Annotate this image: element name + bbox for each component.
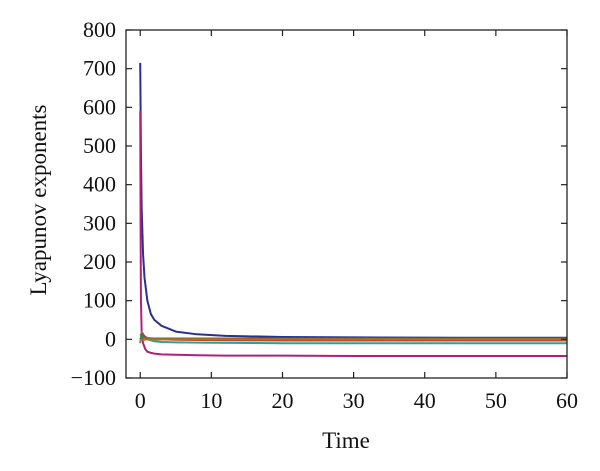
- x-tick-label-0: 0: [135, 388, 146, 413]
- x-tick-label-6: 60: [556, 388, 578, 413]
- y-tick-label-2: 100: [83, 288, 116, 313]
- y-tick-label-7: 600: [83, 94, 116, 119]
- y-tick-label-1: 0: [105, 326, 116, 351]
- y-tick-label-3: 200: [83, 249, 116, 274]
- y-tick-label-9: 800: [83, 17, 116, 42]
- y-axis-label: Lyapunov exponents: [26, 104, 51, 295]
- y-tick-label-8: 700: [83, 56, 116, 81]
- series-line-2: [139, 111, 567, 357]
- x-axis-label: Time: [322, 428, 370, 453]
- y-tick-label-5: 400: [83, 172, 116, 197]
- x-tick-label-3: 30: [343, 388, 365, 413]
- x-tick-label-5: 50: [485, 388, 507, 413]
- y-tick-label-4: 300: [83, 210, 116, 235]
- series-line-6: [139, 338, 567, 342]
- plot-frame: [125, 29, 568, 379]
- x-tick-label-2: 20: [271, 388, 293, 413]
- y-tick-label-0: −100: [71, 365, 116, 390]
- series-line-1: [139, 62, 567, 339]
- x-tick-label-4: 40: [414, 388, 436, 413]
- y-tick-label-6: 500: [83, 133, 116, 158]
- x-tick-label-1: 10: [200, 388, 222, 413]
